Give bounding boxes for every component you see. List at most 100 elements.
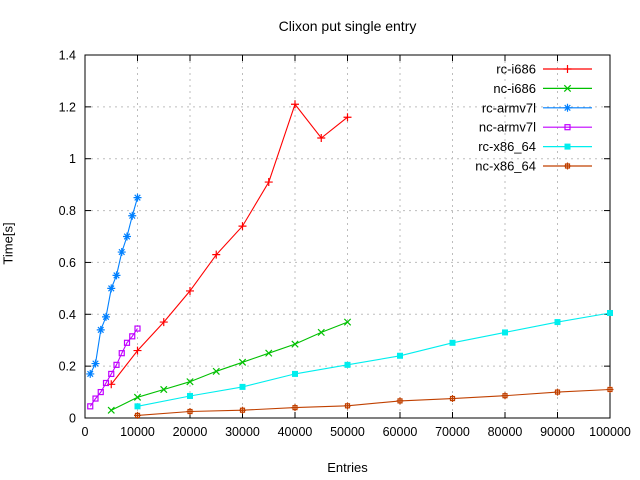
series-nc-x86_64 xyxy=(134,385,614,419)
x-tick-label: 30000 xyxy=(225,425,260,439)
open-square-marker xyxy=(564,124,571,131)
marker-shape xyxy=(186,378,194,386)
legend-entry-rc-x86_64: rc-x86_64 xyxy=(478,139,592,154)
marker-shape xyxy=(344,402,351,410)
marker-shape xyxy=(123,232,131,241)
marker-shape xyxy=(108,370,115,378)
x-tick-label: 100000 xyxy=(589,425,631,439)
marker-shape xyxy=(107,284,116,293)
filled-square-marker xyxy=(239,383,246,390)
plus-marker xyxy=(317,133,326,142)
marker-shape xyxy=(187,392,193,399)
plus-marker xyxy=(133,346,142,355)
box-plus-marker xyxy=(606,385,614,393)
marker-shape xyxy=(291,100,299,109)
marker-shape xyxy=(123,339,131,346)
x-tick-label: 20000 xyxy=(173,425,208,439)
open-square-marker xyxy=(129,333,136,340)
filled-square-marker xyxy=(397,352,403,359)
marker-shape xyxy=(606,385,614,393)
open-square-marker xyxy=(108,370,115,378)
marker-shape xyxy=(564,124,571,131)
marker-shape xyxy=(159,318,168,327)
marker-shape xyxy=(291,404,299,412)
x-tick-label: 50000 xyxy=(330,425,365,439)
y-tick-label: 0 xyxy=(69,412,76,426)
y-tick-label: 0.8 xyxy=(59,204,76,218)
filled-square-marker xyxy=(344,361,351,368)
plus-marker xyxy=(159,318,168,327)
plus-marker xyxy=(291,100,299,109)
series-line xyxy=(89,197,139,375)
legend-label: nc-x86_64 xyxy=(475,159,536,174)
box-plus-marker xyxy=(344,402,351,410)
y-tick-label: 1.2 xyxy=(59,100,76,114)
asterisk-marker xyxy=(91,359,100,368)
filled-square-marker xyxy=(292,370,298,377)
asterisk-marker xyxy=(123,232,131,241)
open-square-marker xyxy=(87,403,94,410)
marker-shape xyxy=(117,248,126,257)
legend-entry-nc-i686: nc-i686 xyxy=(493,81,592,96)
marker-shape xyxy=(554,388,561,396)
marker-shape xyxy=(134,403,141,410)
filled-square-marker xyxy=(187,392,193,399)
marker-shape xyxy=(134,325,141,332)
legend-label: rc-armv7l xyxy=(482,100,536,115)
series-line xyxy=(137,388,611,416)
series-rc-armv7l xyxy=(86,193,142,378)
filled-square-marker xyxy=(449,339,456,346)
plus-marker xyxy=(563,65,572,73)
y-tick-label: 1 xyxy=(69,152,76,166)
marker-shape xyxy=(563,65,572,73)
series-nc-armv7l xyxy=(87,325,141,410)
box-plus-marker xyxy=(239,406,246,414)
box-plus-marker xyxy=(564,162,571,170)
marker-shape xyxy=(397,352,403,359)
box-plus-marker xyxy=(501,392,509,400)
legend-entry-nc-x86_64: nc-x86_64 xyxy=(475,159,592,174)
marker-shape xyxy=(87,403,94,410)
series-line xyxy=(137,312,611,407)
filled-square-marker xyxy=(554,319,561,326)
series-rc-x86_64 xyxy=(134,309,613,410)
asterisk-marker xyxy=(112,271,121,280)
asterisk-marker xyxy=(107,284,116,293)
legend: rc-i686 nc-i686 rc-armv7l nc-armv7l rc-x86_6… xyxy=(475,62,592,174)
marker-shape xyxy=(607,309,613,316)
legend-label: nc-i686 xyxy=(493,81,536,96)
plus-marker xyxy=(186,286,194,295)
filled-square-marker xyxy=(564,143,571,150)
open-square-marker xyxy=(102,379,110,387)
cross-marker xyxy=(563,84,572,93)
marker-shape xyxy=(107,406,115,414)
open-square-marker xyxy=(97,388,104,396)
cross-marker xyxy=(343,318,352,326)
marker-shape xyxy=(91,359,100,368)
y-tick-label: 0.2 xyxy=(59,360,76,374)
marker-shape xyxy=(564,162,571,170)
series-line xyxy=(110,103,348,385)
cross-marker xyxy=(238,358,247,366)
x-tick-label: 80000 xyxy=(488,425,523,439)
asterisk-marker xyxy=(133,193,142,202)
marker-shape xyxy=(563,84,572,93)
marker-shape xyxy=(102,379,110,387)
marker-shape xyxy=(96,325,105,334)
x-axis-label: Entries xyxy=(327,460,368,475)
marker-shape xyxy=(133,393,142,401)
asterisk-marker xyxy=(102,312,110,321)
legend-label: rc-x86_64 xyxy=(478,139,536,154)
marker-shape xyxy=(292,370,298,377)
asterisk-marker xyxy=(86,369,95,378)
series-line xyxy=(89,328,138,407)
series-nc-i686 xyxy=(107,318,352,414)
x-tick-label: 0 xyxy=(82,425,89,439)
x-tick-label: 60000 xyxy=(383,425,418,439)
cross-marker xyxy=(107,406,115,414)
marker-shape xyxy=(134,411,141,419)
marker-shape xyxy=(128,211,137,220)
x-tick-label: 70000 xyxy=(435,425,470,439)
